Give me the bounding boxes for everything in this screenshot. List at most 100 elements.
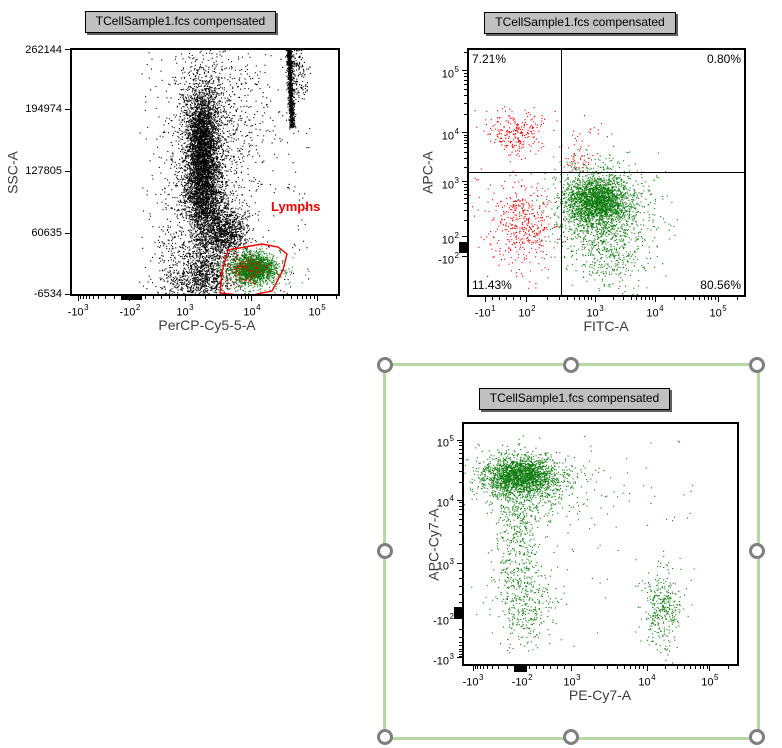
y-axis-minor-tick (464, 140, 467, 141)
x-axis-minor-tick (483, 666, 485, 669)
y-axis-minor-tick (459, 601, 462, 603)
y-axis-minor-tick (459, 502, 462, 504)
x-axis-minor-tick (498, 297, 500, 300)
axis-pileup-mark (121, 295, 142, 300)
y-axis-minor-tick (459, 655, 462, 657)
x-axis-minor-tick (306, 296, 308, 299)
x-axis-minor-tick (302, 296, 304, 299)
x-axis-tick-label: -102 (511, 673, 533, 689)
x-axis-minor-tick (546, 297, 548, 300)
x-axis-tick-label: 104 (646, 304, 664, 320)
x-axis-major-tick (251, 296, 253, 301)
x-axis-major-tick (571, 666, 573, 671)
x-axis-minor-tick (98, 296, 100, 299)
selection-handle-top-middle[interactable] (563, 357, 579, 373)
y-axis-tick-label: 127805 (25, 165, 62, 177)
dot-plot-canvas[interactable] (467, 48, 746, 297)
y-axis-minor-tick (464, 210, 467, 212)
x-axis-minor-tick (736, 297, 738, 300)
x-axis-tick-label: 104 (638, 673, 656, 689)
y-axis-minor-tick (464, 203, 467, 205)
y-axis-minor-tick (464, 76, 467, 78)
y-axis-minor-tick (459, 641, 462, 643)
selection-handle-middle-right[interactable] (749, 543, 765, 559)
y-axis-minor-tick (459, 513, 462, 515)
y-axis-tick-label: 60635 (31, 227, 62, 239)
selection-handle-bottom-left[interactable] (377, 729, 393, 745)
y-axis-minor-tick (459, 457, 462, 459)
x-axis-minor-tick (113, 296, 115, 299)
selection-handle-bottom-right[interactable] (749, 729, 765, 745)
x-axis-major-tick (594, 297, 596, 302)
y-axis-minor-tick (459, 524, 462, 526)
y-axis-tick-label: 105 (436, 434, 454, 450)
x-axis-minor-tick (558, 297, 560, 300)
x-axis-minor-tick (574, 297, 576, 300)
x-axis-minor-tick (695, 666, 697, 669)
y-axis-minor-tick (459, 452, 462, 454)
x-axis-minor-tick (204, 296, 206, 299)
y-axis-major-tick (457, 499, 462, 501)
selection-handle-middle-left[interactable] (377, 543, 393, 559)
y-axis-minor-tick (459, 651, 462, 653)
x-axis-minor-tick (703, 666, 705, 669)
y-axis-minor-tick (464, 189, 467, 191)
x-axis-minor-tick (528, 666, 530, 669)
x-axis-minor-tick (271, 296, 273, 299)
x-axis-minor-tick (699, 666, 701, 669)
x-axis-minor-tick (519, 297, 521, 300)
y-axis-minor-tick (459, 653, 462, 655)
x-axis-minor-tick (487, 666, 489, 669)
selection-handle-bottom-middle[interactable] (563, 729, 579, 745)
x-axis-minor-tick (492, 666, 494, 669)
axis-pileup-mark (454, 607, 462, 619)
x-axis-major-tick (526, 297, 528, 302)
y-axis-major-tick (462, 132, 467, 134)
x-axis-minor-tick (707, 297, 709, 300)
y-axis-minor-tick (459, 470, 462, 472)
y-axis-minor-tick (464, 51, 467, 53)
x-axis-minor-tick (636, 297, 638, 300)
y-axis-minor-tick (459, 448, 462, 450)
plot-title-badge[interactable]: TCellSample1.fcs compensated (484, 12, 676, 34)
x-axis-minor-tick (616, 666, 618, 669)
x-axis-minor-tick (336, 296, 338, 299)
x-axis-minor-tick (241, 296, 243, 299)
y-axis-major-tick (462, 236, 467, 238)
y-axis-tick-label: 103 (441, 175, 459, 192)
y-axis-tick-label: -103 (433, 651, 454, 668)
x-axis-minor-tick (706, 666, 708, 669)
x-axis-minor-tick (676, 666, 678, 669)
x-axis-major-tick (316, 296, 318, 301)
x-axis-minor-tick (557, 666, 559, 669)
y-axis-minor-tick (464, 143, 467, 145)
x-axis-tick-label: -101 (474, 304, 496, 320)
x-axis-tick-label: 102 (518, 304, 536, 320)
dot-plot-canvas[interactable] (70, 48, 340, 296)
y-axis-minor-tick (464, 147, 467, 149)
selection-handle-top-left[interactable] (377, 357, 393, 373)
gate-label-lymphs[interactable]: Lymphs (271, 199, 321, 214)
x-axis-tick-label: 105 (308, 303, 326, 319)
x-axis-minor-tick (594, 666, 596, 669)
x-axis-minor-tick (477, 666, 479, 669)
plot-title-badge[interactable]: TCellSample1.fcs compensated (85, 11, 276, 33)
axis-pileup-mark (459, 242, 467, 253)
dot-plot-canvas[interactable] (462, 422, 739, 666)
plot-frame (467, 48, 746, 297)
y-axis-major-tick (462, 70, 467, 72)
x-axis-tick-label: -102 (119, 303, 141, 319)
x-axis-major-tick (472, 666, 474, 671)
x-axis-minor-tick (145, 296, 147, 299)
x-axis-tick-label: 105 (709, 304, 727, 320)
selection-handle-top-right[interactable] (749, 357, 765, 373)
y-axis-tick-label: 102 (441, 230, 459, 247)
plot-title-badge[interactable]: TCellSample1.fcs compensated (479, 388, 670, 410)
y-axis-tick-label: 104 (436, 494, 454, 510)
y-axis-major-tick (462, 256, 467, 258)
x-axis-minor-tick (85, 296, 87, 299)
